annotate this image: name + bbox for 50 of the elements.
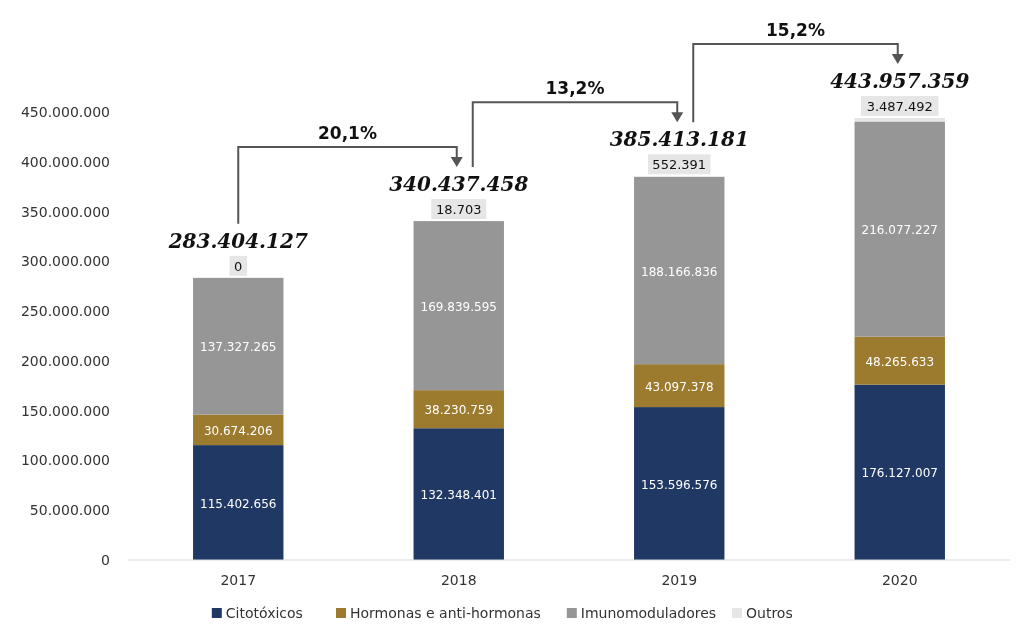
data-label: 18.703 (436, 202, 482, 218)
data-label: 137.327.265 (200, 340, 277, 355)
bar (634, 407, 725, 560)
data-label: 0 (234, 258, 243, 274)
text: 13,2% (545, 78, 605, 99)
y-tick-label: 250.000.000 (20, 303, 110, 320)
data-label: 169.839.595 (420, 299, 497, 314)
text: 15,2% (766, 20, 825, 41)
x-tick-label: 2020 (881, 572, 918, 588)
bar (854, 121, 945, 337)
data-label: 38.230.759 (424, 403, 494, 418)
y-tick-label: 400.000.000 (20, 153, 110, 170)
data-label: 153.596.576 (641, 477, 718, 492)
data-label: 115.402.656 (200, 496, 277, 511)
data-label: 48.265.633 (865, 354, 935, 369)
y-tick-label: 150.000.000 (20, 402, 110, 419)
y-tick-label: 0 (101, 552, 110, 568)
data-label: 176.127.007 (861, 466, 938, 481)
bar (413, 428, 504, 560)
bar (193, 277, 284, 415)
total-label: 340.437.458 (389, 172, 529, 197)
data-label: 30.674.206 (203, 423, 273, 438)
legend-label: Outros (746, 605, 793, 621)
data-label: 552.391 (652, 157, 707, 173)
x-tick-label: 2019 (661, 572, 698, 588)
legend-label: Citotóxicos (225, 605, 303, 621)
x-tick-label: 2017 (220, 572, 257, 588)
total-label: 385.413.181 (609, 127, 749, 152)
bar (413, 390, 504, 429)
legend-label: Imunomoduladores (580, 605, 717, 621)
total-label: 443.957.359 (830, 69, 970, 94)
y-tick-label: 450.000.000 (20, 104, 110, 120)
y-tick-label: 100.000.000 (20, 452, 110, 469)
total-label: 283.404.127 (167, 228, 308, 253)
data-label: 3.487.492 (866, 99, 933, 115)
bar (193, 445, 284, 560)
bar (634, 364, 725, 408)
annotation: 20,1% (318, 123, 377, 144)
legend-label: Hormonas e anti-hormonas (350, 605, 541, 621)
data-label: 43.097.378 (644, 379, 714, 394)
y-tick-label: 350.000.000 (20, 203, 110, 220)
y-tick-label: 200.000.000 (20, 352, 110, 369)
data-label: 132.348.401 (420, 488, 497, 503)
bar (854, 336, 945, 385)
bar (854, 384, 945, 560)
y-tick-label: 300.000.000 (20, 253, 110, 270)
data-label: 188.166.836 (641, 264, 718, 279)
x-tick-label: 2018 (440, 572, 477, 588)
y-tick-label: 50.000.000 (29, 502, 110, 519)
data-label: 216.077.227 (861, 223, 938, 238)
